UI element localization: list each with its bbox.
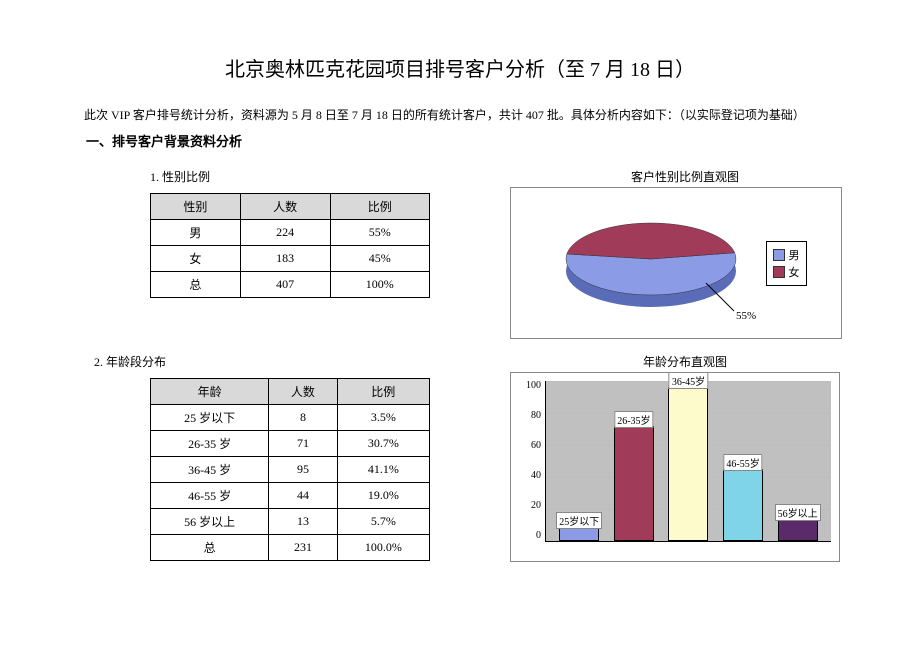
age-table: 年龄 人数 比例 25 岁以下83.5%26-35 岁7130.7%36-45 … [150, 378, 430, 561]
bar: 25岁以下 [559, 527, 599, 542]
gender-subheading: 1. 性别比例 [150, 168, 490, 185]
y-tick: 20 [513, 501, 541, 511]
age-col-2: 比例 [337, 379, 429, 405]
age-bar-chart: 0 20 40 60 80 100 25岁以下 26-35岁 36-45岁 46-55岁 56岁以… [510, 372, 840, 562]
page-title: 北京奥林匹克花园项目排号客户分析（至 7 月 18 日） [60, 53, 860, 82]
table-row: 36-45 岁9541.1% [151, 457, 430, 483]
table-row: 总407100% [151, 272, 430, 298]
bar: 56岁以上 [778, 519, 818, 542]
age-col-0: 年龄 [151, 379, 269, 405]
table-cell: 95 [269, 457, 337, 483]
table-cell: 总 [151, 535, 269, 561]
table-cell: 女 [151, 246, 241, 272]
table-cell: 56 岁以上 [151, 509, 269, 535]
legend-swatch [773, 249, 785, 261]
table-row: 总231100.0% [151, 535, 430, 561]
table-cell: 26-35 岁 [151, 431, 269, 457]
bar-label: 36-45岁 [669, 372, 708, 389]
table-cell: 男 [151, 220, 241, 246]
table-row: 男22455% [151, 220, 430, 246]
table-cell: 71 [269, 431, 337, 457]
table-cell: 30.7% [337, 431, 429, 457]
legend-label: 男 [789, 247, 800, 263]
gender-chart-title: 客户性别比例直观图 [510, 168, 860, 185]
table-row: 56 岁以上135.7% [151, 509, 430, 535]
intro-paragraph: 此次 VIP 客户排号统计分析，资料源为 5 月 8 日至 7 月 18 日的所… [60, 106, 860, 123]
age-block: 2. 年龄段分布 年龄 人数 比例 25 岁以下83.5%26-35 岁7130… [60, 353, 860, 562]
table-cell: 45% [330, 246, 429, 272]
gender-block: 1. 性别比例 性别 人数 比例 男22455%女18345%总407100% … [60, 168, 860, 339]
table-cell: 183 [240, 246, 330, 272]
y-tick: 80 [513, 411, 541, 421]
table-cell: 19.0% [337, 483, 429, 509]
age-subheading: 2. 年龄段分布 [94, 353, 490, 370]
table-cell: 8 [269, 405, 337, 431]
table-cell: 407 [240, 272, 330, 298]
gender-table: 性别 人数 比例 男22455%女18345%总407100% [150, 193, 430, 298]
table-cell: 100.0% [337, 535, 429, 561]
y-tick: 60 [513, 441, 541, 451]
bar-label: 26-35岁 [614, 411, 653, 428]
table-cell: 25 岁以下 [151, 405, 269, 431]
table-row: 女18345% [151, 246, 430, 272]
bar-label: 56岁以上 [775, 504, 821, 521]
table-cell: 36-45 岁 [151, 457, 269, 483]
bar-y-ticks: 0 20 40 60 80 100 [513, 381, 541, 541]
pie-callout: 55% [736, 310, 756, 322]
bar-label: 25岁以下 [556, 512, 602, 529]
table-cell: 5.7% [337, 509, 429, 535]
bar: 46-55岁 [723, 469, 763, 541]
bar: 36-45岁 [668, 387, 708, 541]
bar-label: 46-55岁 [723, 454, 762, 471]
table-cell: 100% [330, 272, 429, 298]
y-tick: 100 [513, 381, 541, 391]
legend-swatch [773, 266, 785, 278]
gender-col-0: 性别 [151, 194, 241, 220]
table-cell: 总 [151, 272, 241, 298]
table-cell: 46-55 岁 [151, 483, 269, 509]
gender-col-2: 比例 [330, 194, 429, 220]
gender-pie-chart: 55% 男女 [510, 187, 842, 339]
table-row: 26-35 岁7130.7% [151, 431, 430, 457]
table-cell: 13 [269, 509, 337, 535]
section-heading-1: 一、排号客户背景资料分析 [86, 131, 860, 150]
table-cell: 44 [269, 483, 337, 509]
table-row: 46-55 岁4419.0% [151, 483, 430, 509]
legend-item: 女 [773, 264, 800, 280]
table-cell: 224 [240, 220, 330, 246]
table-cell: 55% [330, 220, 429, 246]
pie-legend: 男女 [766, 241, 807, 286]
pie-svg: 55% [546, 193, 766, 333]
table-cell: 231 [269, 535, 337, 561]
y-tick: 40 [513, 471, 541, 481]
age-chart-title: 年龄分布直观图 [510, 353, 860, 370]
legend-label: 女 [789, 264, 800, 280]
bar: 26-35岁 [614, 426, 654, 542]
bar-plot-area: 25岁以下 26-35岁 36-45岁 46-55岁 56岁以上 [545, 381, 831, 542]
pie-slice [566, 223, 734, 259]
legend-item: 男 [773, 247, 800, 263]
table-cell: 3.5% [337, 405, 429, 431]
y-tick: 0 [513, 531, 541, 541]
table-cell: 41.1% [337, 457, 429, 483]
gender-col-1: 人数 [240, 194, 330, 220]
age-col-1: 人数 [269, 379, 337, 405]
table-row: 25 岁以下83.5% [151, 405, 430, 431]
